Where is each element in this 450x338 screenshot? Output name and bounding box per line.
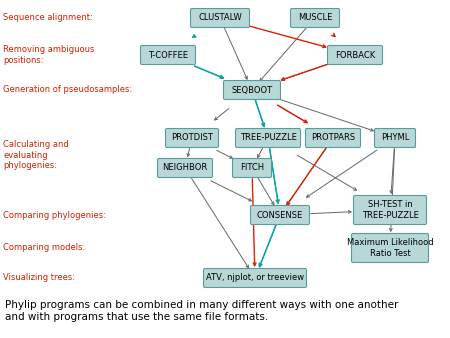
FancyBboxPatch shape (166, 128, 219, 147)
Text: NEIGHBOR: NEIGHBOR (162, 164, 207, 172)
FancyBboxPatch shape (351, 234, 428, 263)
FancyBboxPatch shape (190, 8, 249, 27)
FancyBboxPatch shape (306, 128, 360, 147)
Text: ATV, njplot, or treeview: ATV, njplot, or treeview (206, 273, 304, 283)
Text: TREE-PUZZLE: TREE-PUZZLE (239, 134, 297, 143)
FancyBboxPatch shape (291, 8, 339, 27)
FancyBboxPatch shape (203, 268, 306, 288)
FancyBboxPatch shape (235, 128, 301, 147)
Text: Maximum Likelihood
Ratio Test: Maximum Likelihood Ratio Test (346, 238, 433, 258)
FancyBboxPatch shape (224, 80, 280, 99)
Text: MUSCLE: MUSCLE (298, 14, 332, 23)
Text: CONSENSE: CONSENSE (257, 211, 303, 219)
Text: PROTDIST: PROTDIST (171, 134, 213, 143)
FancyBboxPatch shape (374, 128, 415, 147)
Text: PHYML: PHYML (381, 134, 409, 143)
Text: FITCH: FITCH (240, 164, 264, 172)
Text: CLUSTALW: CLUSTALW (198, 14, 242, 23)
Text: Phylip programs can be combined in many different ways with one another
and with: Phylip programs can be combined in many … (5, 300, 398, 321)
FancyBboxPatch shape (140, 46, 195, 65)
Text: Sequence alignment:: Sequence alignment: (3, 14, 93, 23)
Text: Removing ambiguous
positions:: Removing ambiguous positions: (3, 45, 94, 65)
Text: Comparing phylogenies:: Comparing phylogenies: (3, 211, 106, 219)
Text: FORBACK: FORBACK (335, 50, 375, 59)
Text: PROTPARS: PROTPARS (311, 134, 355, 143)
FancyBboxPatch shape (251, 206, 310, 224)
FancyBboxPatch shape (233, 159, 271, 177)
FancyBboxPatch shape (158, 159, 212, 177)
Text: SH-TEST in
TREE-PUZZLE: SH-TEST in TREE-PUZZLE (361, 200, 418, 220)
FancyBboxPatch shape (354, 195, 427, 224)
Text: Generation of pseudosamples:: Generation of pseudosamples: (3, 86, 132, 95)
Text: T-COFFEE: T-COFFEE (148, 50, 188, 59)
FancyBboxPatch shape (328, 46, 382, 65)
Text: Calculating and
evaluating
phylogenies:: Calculating and evaluating phylogenies: (3, 140, 69, 170)
Text: Visualizing trees:: Visualizing trees: (3, 273, 75, 283)
Text: SEQBOOT: SEQBOOT (231, 86, 273, 95)
Text: Comparing models:: Comparing models: (3, 243, 85, 252)
